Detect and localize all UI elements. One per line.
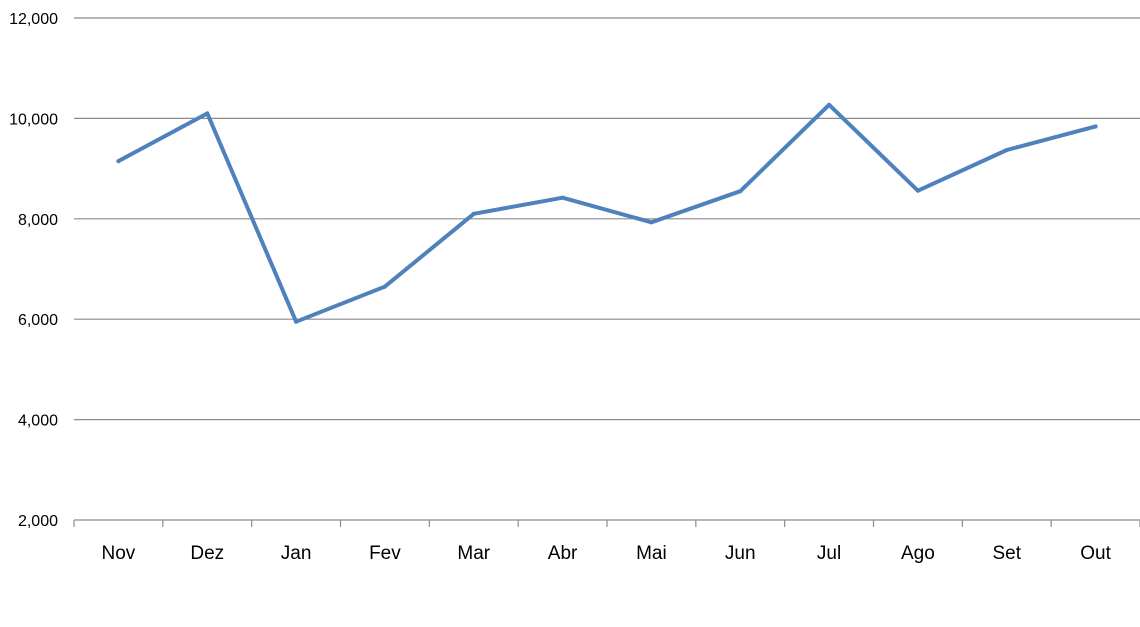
y-tick-label: 10,000 <box>9 111 58 128</box>
x-tick-label: Nov <box>102 543 136 564</box>
data-point <box>827 102 832 107</box>
series-line <box>116 102 1098 324</box>
x-tick-label: Ago <box>901 543 935 564</box>
x-tick-label: Jan <box>281 543 312 564</box>
x-tick-label: Out <box>1080 543 1111 564</box>
data-point <box>915 188 920 193</box>
y-axis: 2,000 4,000 6,000 8,000 10,000 12,000 <box>9 11 58 530</box>
x-tick-label: Mar <box>457 543 490 564</box>
data-point <box>738 189 743 194</box>
data-point <box>560 195 565 200</box>
y-tick-label: 4,000 <box>18 413 58 430</box>
data-point <box>382 284 387 289</box>
x-tick-label: Jun <box>725 543 756 564</box>
data-point <box>649 220 654 225</box>
gridlines <box>74 17 1140 521</box>
series-layer <box>116 102 1098 324</box>
y-tick-label: 2,000 <box>18 513 58 530</box>
data-point <box>1004 148 1009 153</box>
data-point <box>1093 124 1098 129</box>
y-tick-label: 6,000 <box>18 312 58 329</box>
x-tick-label: Abr <box>548 543 578 564</box>
x-tick-label: Jul <box>817 543 841 564</box>
data-point <box>294 319 299 324</box>
x-axis: Nov Dez Jan Fev Mar Abr Mai Jun Jul Ago Set Out <box>73 520 1140 564</box>
y-tick-label: 8,000 <box>18 212 58 229</box>
x-tick-label: Fev <box>369 543 401 564</box>
x-tick-label: Mai <box>636 543 667 564</box>
data-point <box>205 111 210 116</box>
data-point <box>116 159 121 164</box>
data-point <box>471 211 476 216</box>
x-tick-label: Dez <box>190 543 224 564</box>
y-tick-label: 12,000 <box>9 11 58 28</box>
x-tick-label: Set <box>992 543 1021 564</box>
